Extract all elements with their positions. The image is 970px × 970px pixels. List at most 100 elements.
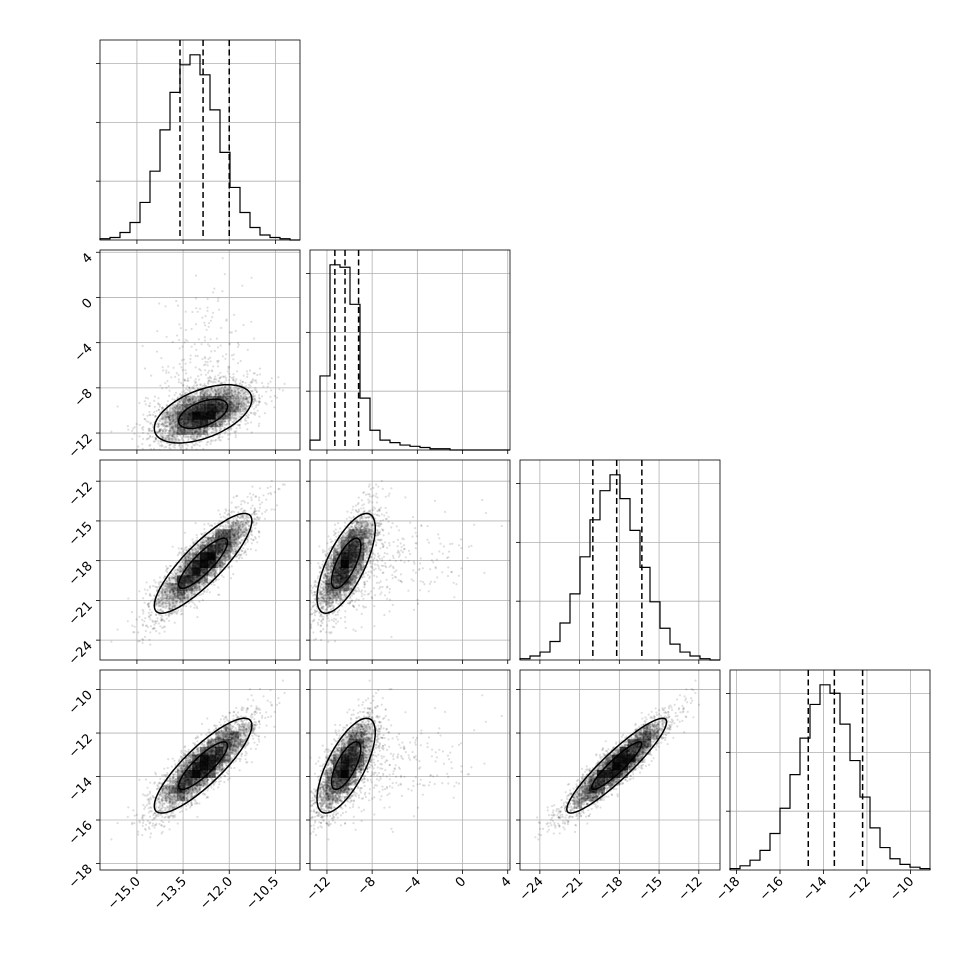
sample-point: [253, 524, 256, 527]
sample-point: [235, 394, 238, 397]
sample-point: [228, 533, 231, 536]
sample-point: [203, 401, 206, 404]
sample-point: [167, 583, 170, 586]
sample-point: [233, 541, 236, 544]
sample-point: [161, 430, 164, 433]
sample-point: [238, 540, 241, 543]
sample-point: [224, 386, 227, 389]
sample-point: [173, 604, 176, 607]
sample-point: [246, 521, 249, 524]
sample-point: [147, 602, 150, 605]
sample-point: [173, 593, 176, 596]
sample-point: [198, 428, 201, 431]
sample-point: [147, 427, 150, 430]
sample-point: [193, 438, 196, 441]
sample-point: [153, 595, 156, 598]
sample-point: [171, 572, 174, 575]
sample-point: [235, 402, 238, 405]
sample-point: [234, 431, 237, 434]
sample-point: [240, 397, 243, 400]
sample-point: [209, 393, 212, 396]
sample-point: [193, 380, 196, 383]
sample-point: [180, 568, 183, 571]
sample-point: [166, 412, 169, 415]
sample-point: [198, 543, 201, 546]
sample-point: [189, 588, 192, 591]
sample-point: [195, 605, 198, 608]
sample-point: [224, 551, 227, 554]
sample-point: [205, 431, 208, 434]
sample-point: [250, 411, 253, 414]
sample-point: [196, 393, 199, 396]
sample-point: [154, 415, 157, 418]
sample-point: [227, 416, 230, 419]
sample-point: [168, 416, 171, 419]
sample-point: [238, 398, 241, 401]
sample-point: [236, 394, 239, 397]
sample-point: [230, 389, 233, 392]
sample-point: [173, 443, 176, 446]
sample-point: [232, 376, 235, 379]
sample-point: [150, 611, 153, 614]
sample-point: [226, 392, 229, 395]
sample-point: [145, 420, 148, 423]
sample-point: [177, 402, 180, 405]
sample-point: [221, 394, 224, 397]
sample-point: [189, 429, 192, 432]
sample-point: [220, 392, 223, 395]
sample-point: [193, 343, 196, 346]
sample-point: [222, 386, 226, 389]
sample-point: [192, 387, 195, 390]
density-cell: [184, 411, 193, 420]
sample-point: [215, 378, 218, 381]
sample-point: [192, 593, 195, 596]
sample-point: [187, 559, 190, 562]
sample-point: [189, 408, 192, 411]
sample-point: [163, 420, 166, 423]
sample-point: [193, 431, 196, 434]
sample-point: [187, 379, 190, 382]
sample-point: [181, 432, 184, 435]
sample-point: [222, 421, 225, 424]
sample-point: [220, 420, 223, 423]
sample-point: [174, 579, 177, 582]
sample-point: [226, 532, 229, 535]
sample-point: [251, 378, 254, 381]
sample-point: [179, 393, 182, 396]
sample-point: [149, 599, 153, 602]
sample-point: [246, 538, 249, 541]
sample-point: [235, 386, 238, 389]
sample-point: [234, 542, 237, 545]
sample-point: [168, 432, 171, 436]
sample-point: [177, 378, 180, 381]
sample-point: [190, 588, 193, 591]
sample-point: [251, 390, 254, 393]
sample-point: [202, 389, 205, 392]
sample-point: [174, 409, 177, 412]
sample-point: [230, 419, 233, 422]
sample-point: [222, 562, 225, 565]
sample-point: [239, 402, 242, 405]
sample-point: [269, 380, 272, 383]
sample-point: [232, 496, 235, 499]
sample-point: [187, 400, 190, 403]
sample-point: [185, 559, 188, 562]
sample-point: [211, 534, 214, 538]
sample-point: [224, 377, 228, 380]
sample-point: [165, 416, 168, 419]
sample-point: [156, 431, 159, 434]
sample-point: [228, 549, 231, 552]
sample-point: [232, 416, 235, 420]
sample-point: [188, 397, 191, 401]
sample-point: [240, 402, 243, 405]
sample-point: [197, 399, 200, 402]
sample-point: [231, 537, 234, 540]
sample-point: [189, 435, 192, 438]
sample-point: [254, 412, 257, 415]
sample-point: [199, 435, 203, 438]
sample-point: [230, 412, 234, 415]
sample-point: [158, 604, 161, 607]
sample-point: [191, 587, 194, 590]
sample-point: [216, 532, 219, 535]
sample-point: [209, 319, 212, 322]
